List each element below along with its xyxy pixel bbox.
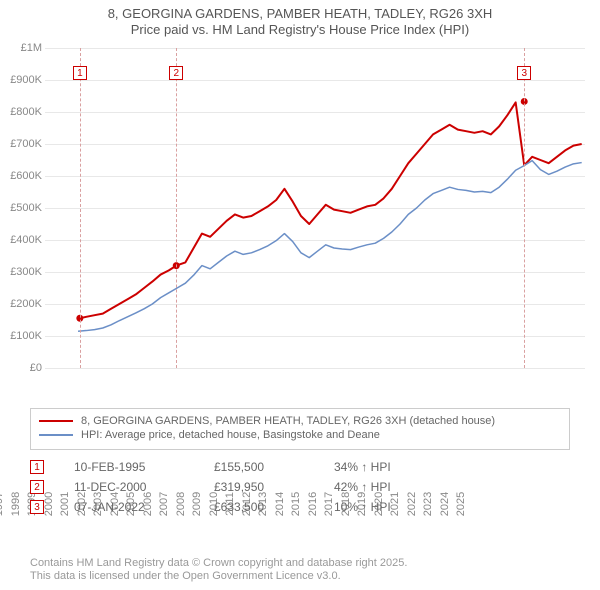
y-tick-label: £900K (0, 74, 42, 86)
y-tick-label: £800K (0, 106, 42, 118)
table-row: 2 11-DEC-2000 £319,950 42% ↑ HPI (30, 480, 570, 494)
sale-date: 11-DEC-2000 (74, 480, 214, 494)
y-tick-label: £600K (0, 170, 42, 182)
series-hpi (78, 161, 582, 332)
sale-date: 10-FEB-1995 (74, 460, 214, 474)
y-tick-label: £700K (0, 138, 42, 150)
y-tick-label: £200K (0, 298, 42, 310)
sale-price: £319,950 (214, 480, 334, 494)
y-tick-label: £400K (0, 234, 42, 246)
sale-price: £155,500 (214, 460, 334, 474)
line-chart (45, 48, 585, 368)
legend-swatch-subject (39, 420, 73, 422)
legend-label-subject: 8, GEORGINA GARDENS, PAMBER HEATH, TADLE… (81, 415, 495, 427)
legend-item-subject: 8, GEORGINA GARDENS, PAMBER HEATH, TADLE… (39, 415, 561, 427)
sale-date: 07-JAN-2022 (74, 500, 214, 514)
legend-swatch-hpi (39, 434, 73, 436)
chart-container: 8, GEORGINA GARDENS, PAMBER HEATH, TADLE… (0, 0, 600, 590)
sale-marker-2: 2 (169, 66, 183, 80)
title-block: 8, GEORGINA GARDENS, PAMBER HEATH, TADLE… (0, 0, 600, 39)
footer: Contains HM Land Registry data © Crown c… (30, 557, 407, 585)
title-line-2: Price paid vs. HM Land Registry's House … (0, 22, 600, 38)
legend-label-hpi: HPI: Average price, detached house, Basi… (81, 429, 380, 441)
sale-price: £633,500 (214, 500, 334, 514)
sale-pct: 10% ↑ HPI (334, 500, 454, 514)
sale-pct: 34% ↑ HPI (334, 460, 454, 474)
series-subject (80, 102, 582, 318)
sale-marker-1: 1 (73, 66, 87, 80)
sales-table: 1 10-FEB-1995 £155,500 34% ↑ HPI 2 11-DE… (30, 454, 570, 520)
sale-marker-3: 3 (517, 66, 531, 80)
y-tick-label: £300K (0, 266, 42, 278)
legend-item-hpi: HPI: Average price, detached house, Basi… (39, 429, 561, 441)
y-tick-label: £0 (0, 362, 42, 374)
footer-line-1: Contains HM Land Registry data © Crown c… (30, 557, 407, 571)
sale-pct: 42% ↑ HPI (334, 480, 454, 494)
legend: 8, GEORGINA GARDENS, PAMBER HEATH, TADLE… (30, 408, 570, 450)
y-tick-label: £500K (0, 202, 42, 214)
sale-marker-icon: 3 (30, 500, 44, 514)
table-row: 1 10-FEB-1995 £155,500 34% ↑ HPI (30, 460, 570, 474)
y-tick-label: £100K (0, 330, 42, 342)
table-row: 3 07-JAN-2022 £633,500 10% ↑ HPI (30, 500, 570, 514)
footer-line-2: This data is licensed under the Open Gov… (30, 570, 407, 584)
title-line-1: 8, GEORGINA GARDENS, PAMBER HEATH, TADLE… (0, 6, 600, 22)
y-tick-label: £1M (0, 42, 42, 54)
sale-marker-icon: 1 (30, 460, 44, 474)
sale-marker-icon: 2 (30, 480, 44, 494)
